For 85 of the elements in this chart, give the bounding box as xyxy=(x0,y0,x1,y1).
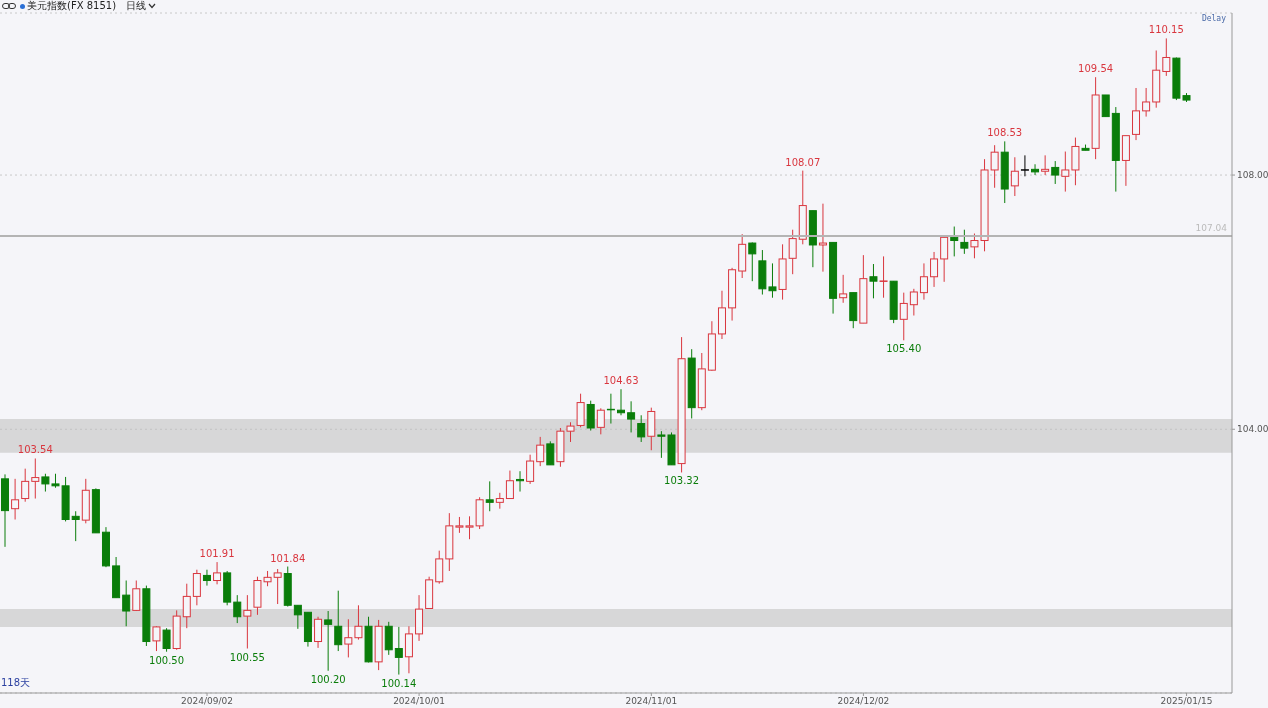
candlestick xyxy=(1010,156,1019,197)
candlestick xyxy=(839,274,848,304)
candlestick xyxy=(344,618,353,658)
ref-line-label: 107.04 xyxy=(1195,223,1228,234)
candlestick xyxy=(637,414,646,443)
annotation: 100.14 xyxy=(381,677,417,689)
candlestick xyxy=(192,569,201,606)
annotation: 101.91 xyxy=(199,548,235,560)
candlestick xyxy=(354,604,363,641)
annotation: 103.32 xyxy=(664,475,700,487)
candlestick xyxy=(1031,163,1040,176)
candlestick xyxy=(950,226,959,257)
chart-title: 美元指数(FX 8151) xyxy=(27,0,117,13)
candlestick xyxy=(202,569,211,587)
candlestick xyxy=(132,580,141,612)
candlestick xyxy=(788,229,797,275)
annotation: 118天 xyxy=(1,677,31,689)
candlestick xyxy=(1132,87,1141,141)
candlestick xyxy=(1071,137,1080,186)
candlestick xyxy=(869,263,878,299)
candlestick xyxy=(11,478,20,520)
candlestick xyxy=(1041,154,1050,176)
candlestick xyxy=(435,550,444,585)
annotation: 100.50 xyxy=(149,654,185,666)
annotation: 100.55 xyxy=(229,651,265,663)
candlestick xyxy=(1020,154,1030,177)
annotation: 110.15 xyxy=(1148,24,1184,36)
candlestick xyxy=(213,561,222,585)
candlestick xyxy=(748,241,757,282)
annotation: 104.63 xyxy=(603,375,639,387)
candlestick xyxy=(324,610,333,672)
annotation: 108.07 xyxy=(785,156,821,168)
candlestick xyxy=(899,292,908,341)
candlestick xyxy=(334,590,343,652)
x-tick-label: 2025/01/15 xyxy=(1160,696,1213,707)
candlestick xyxy=(627,400,636,433)
candlestick xyxy=(960,229,969,255)
candlestick xyxy=(384,621,393,656)
x-tick-label: 2024/09/02 xyxy=(181,696,233,707)
candlestick xyxy=(21,468,30,503)
annotation: 109.54 xyxy=(1078,63,1114,75)
candlestick xyxy=(586,400,595,432)
annotation: 108.53 xyxy=(987,127,1023,139)
candlestick xyxy=(1051,160,1060,185)
candlestick xyxy=(930,251,939,288)
candlestick xyxy=(878,255,889,299)
candlestick xyxy=(1101,94,1110,118)
candlestick xyxy=(293,604,302,630)
candlestick xyxy=(404,625,413,674)
candlestick xyxy=(31,458,40,500)
candlestick xyxy=(233,594,242,624)
candlestick xyxy=(122,580,131,627)
candlestick xyxy=(314,616,323,649)
text: Delay xyxy=(1201,14,1226,23)
candlestick xyxy=(152,625,161,652)
candlestick xyxy=(243,594,252,650)
x-tick-label: 2024/11/01 xyxy=(625,696,678,707)
candlestick xyxy=(909,288,918,316)
y-tick-label: 104.00 xyxy=(1237,424,1268,435)
candlestick xyxy=(394,626,403,676)
chart-subtitle: 日线 xyxy=(126,0,147,13)
annotation: 105.40 xyxy=(886,343,922,355)
candlestick xyxy=(546,440,555,466)
x-tick-label: 2024/12/02 xyxy=(837,696,890,707)
candlestick xyxy=(596,407,605,435)
annotation: 101.84 xyxy=(270,552,306,564)
candlestick xyxy=(162,627,171,653)
candlestick xyxy=(273,568,282,605)
candlestick xyxy=(485,480,494,512)
candlestick xyxy=(536,436,545,467)
candlestick xyxy=(505,470,514,500)
candlestick xyxy=(71,510,80,542)
x-tick-label: 2024/10/01 xyxy=(393,696,446,707)
candlestick xyxy=(182,583,191,629)
candlestick xyxy=(818,203,827,273)
candlestick xyxy=(919,262,928,301)
candlestick xyxy=(516,470,525,493)
candlestick xyxy=(526,454,535,485)
candlestick xyxy=(940,236,949,283)
candlestick xyxy=(1162,37,1171,77)
candlestick xyxy=(1142,87,1151,118)
annotation: 103.54 xyxy=(17,444,53,456)
annotation: 100.20 xyxy=(310,673,346,685)
candlestick xyxy=(1061,151,1070,193)
y-tick-label: 108.00 xyxy=(1237,170,1268,181)
